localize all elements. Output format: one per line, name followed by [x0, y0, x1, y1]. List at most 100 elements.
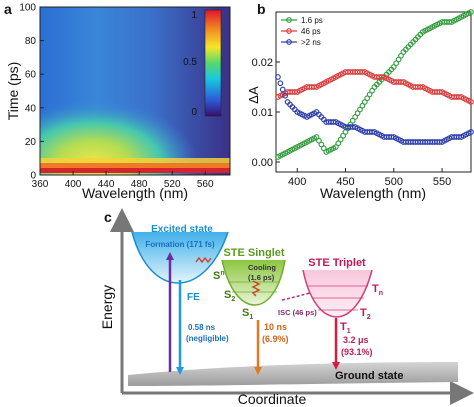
fe-emission-arrow-head [176, 367, 184, 375]
heatmap-frame [39, 6, 231, 176]
data-point [282, 92, 289, 99]
s2-label: S2 [224, 289, 235, 303]
data-point [275, 74, 281, 80]
spectra-y-tick-label: 0.00 [252, 157, 273, 169]
heatmap-x-tick-label: 560 [197, 179, 214, 190]
ste-triplet-label: STE Triplet [308, 257, 366, 269]
heatmap-peak-band [40, 163, 230, 169]
t1-subscript: 1 [347, 328, 351, 335]
spectra-x-ticks: 400 450 500 550 [288, 168, 451, 188]
panel-b-label: b [257, 1, 266, 17]
heatmap-y-ticks: 0 20 40 60 80 100 [19, 3, 44, 182]
heatmap-y-tick-label: 100 [19, 3, 36, 14]
data-point [277, 80, 284, 87]
fe-time: 0.58 ns [188, 323, 216, 332]
energy-diagram: Energy Coordinate Ground state Excited s… [99, 208, 474, 407]
tn-letter: T [372, 283, 379, 295]
data-point [468, 129, 474, 135]
heatmap-y-tick-label: 60 [25, 70, 37, 81]
fe-note: (negligible) [186, 334, 229, 343]
heatmap-y-tick-label: 0 [30, 171, 36, 182]
ste-singlet-well [222, 260, 285, 305]
spectra-y-axis-label: ΔA [246, 86, 261, 104]
t1-label: T1 [340, 321, 351, 335]
triplet-lifetime: 3.2 μs [343, 335, 369, 345]
sn-label: Sn [213, 270, 225, 282]
heatmap-x-tick-label: 440 [98, 179, 115, 190]
panel-a-label: a [4, 1, 12, 17]
tn-label: Tn [372, 283, 383, 297]
fe-label: FE [187, 292, 200, 303]
ground-state-label: Ground state [335, 370, 403, 382]
ste-triplet-curve [302, 269, 373, 318]
heatmap-y-axis-label: Time (ps) [5, 62, 21, 121]
heatmap-y-tick-label: 80 [25, 36, 37, 47]
spectra-y-tick-label: 0.02 [252, 57, 273, 69]
heatmap-y-tick-label: 20 [25, 137, 37, 148]
s1-subscript: 1 [249, 314, 253, 321]
isc-label: ISC (46 ps) [278, 308, 317, 317]
heatmap-early-band [40, 158, 230, 164]
data-point [468, 99, 474, 105]
s2-subscript: 2 [231, 296, 235, 303]
s1-letter: S [242, 307, 249, 319]
data-point [468, 9, 474, 15]
heatmap-y-tick-label: 40 [25, 103, 37, 114]
t2-subscript: 2 [367, 314, 371, 321]
tn-subscript: n [379, 290, 383, 297]
legend-marker [286, 39, 292, 45]
spectra-panel: 400 450 500 550 0.00 0.01 0.02 1.6 ps 46 ps >2 … [246, 9, 474, 201]
heatmap-x-tick-label: 480 [131, 179, 148, 190]
t2-label: T2 [360, 307, 371, 321]
singlet-fraction: (6.9%) [262, 334, 289, 344]
series-1 [275, 69, 474, 105]
s2-letter: S [224, 289, 231, 301]
legend-marker [286, 17, 292, 23]
formation-wavy-arrow [195, 256, 212, 264]
triplet-emission-arrow-head [332, 362, 340, 370]
spectra-y-tick-label: 0.01 [252, 107, 273, 119]
excited-state-curve [131, 231, 229, 284]
colorbar [204, 9, 222, 117]
sn-letter: S [213, 270, 220, 282]
cooling-time: (1.6 ps) [248, 273, 275, 282]
colorbar-tick: 0.5 [183, 57, 197, 68]
cooling-label: Cooling [248, 263, 276, 272]
legend-marker [286, 28, 292, 34]
singlet-emission-arrow-head [254, 367, 262, 375]
ground-state-well [128, 362, 458, 386]
spectra-x-tick-label: 400 [288, 176, 306, 188]
ste-triplet-well [303, 270, 372, 317]
heatmap-x-tick-label: 520 [164, 179, 181, 190]
heatmap-panel: 1 0.5 0 360 400 440 480 520 560 020406080100 … [5, 3, 231, 201]
spectra-x-tick-label: 450 [336, 176, 354, 188]
heatmap-x-tick-label: 360 [32, 179, 49, 190]
legend-label: 1.6 ps [301, 16, 323, 25]
ste-singlet-curve [221, 259, 286, 306]
t2-letter: T [360, 307, 367, 319]
excited-state-label: Excited state [151, 224, 213, 235]
spectra-y-ticks: 0.00 0.01 0.02 [252, 57, 280, 169]
spectra-x-tick-label: 550 [433, 176, 451, 188]
heatmap-x-axis-label: Wavelength (nm) [82, 185, 188, 201]
legend-label: >2 ns [301, 38, 321, 47]
triplet-fraction: (93.1%) [341, 347, 373, 357]
cooling-wavy-arrow [251, 280, 261, 297]
spectra-series [275, 9, 474, 160]
ste-singlet-label: STE Singlet [223, 247, 284, 259]
heatmap-x-ticks: 360 400 440 480 520 560 [32, 171, 214, 190]
spectra-legend: 1.6 ps 46 ps >2 ns [281, 16, 323, 47]
panel-c-label: c [104, 209, 112, 225]
singlet-lifetime: 10 ns [264, 322, 287, 332]
s1-label: S1 [242, 307, 253, 321]
heatmap-x-tick-label: 400 [65, 179, 82, 190]
spectra-x-tick-label: 500 [385, 176, 403, 188]
heatmap-t0-band [40, 168, 230, 173]
legend-label: 46 ps [301, 27, 321, 36]
excited-state-well [132, 232, 228, 283]
spectra-x-axis-label: Wavelength (nm) [320, 185, 426, 201]
excitation-arrow-head [166, 252, 174, 260]
sn-subscript: n [220, 270, 224, 277]
t1-letter: T [340, 321, 347, 333]
